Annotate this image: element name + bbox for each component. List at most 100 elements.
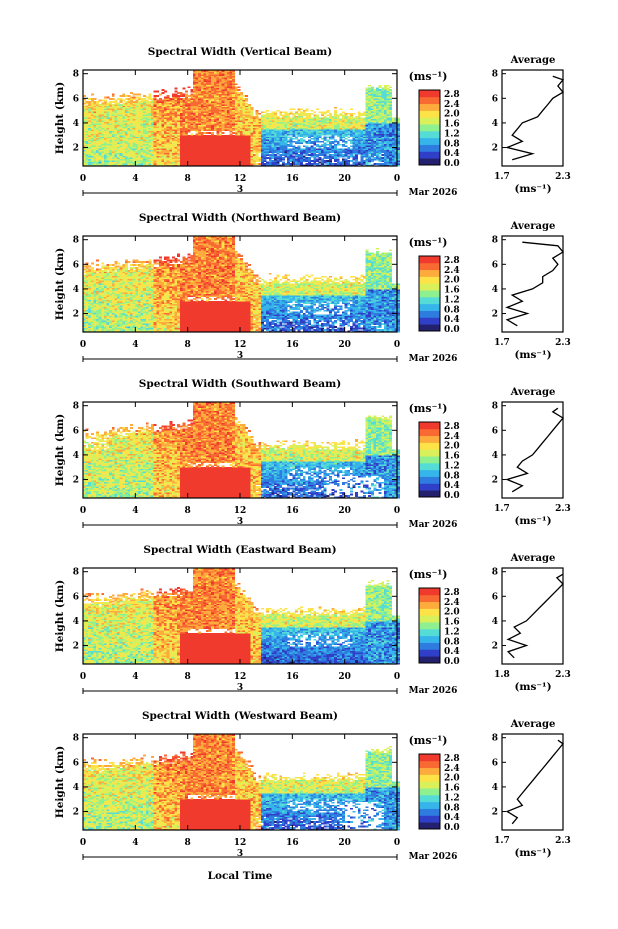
heatmap-cell bbox=[232, 146, 236, 149]
heatmap-cell bbox=[229, 134, 233, 137]
heatmap-cell bbox=[174, 106, 178, 109]
heatmap-cell bbox=[174, 118, 178, 121]
heatmap-cell bbox=[177, 133, 181, 136]
heatmap-cell bbox=[119, 139, 123, 142]
heatmap-cell bbox=[260, 143, 264, 146]
heatmap-cell bbox=[313, 114, 317, 117]
heatmap-cell bbox=[83, 133, 86, 136]
heatmap-cell bbox=[232, 102, 236, 105]
heatmap-cell bbox=[135, 161, 139, 164]
heatmap-cell bbox=[148, 143, 152, 146]
heatmap-cell bbox=[237, 120, 241, 122]
heatmap-cell bbox=[216, 77, 220, 80]
heatmap-cell bbox=[106, 145, 110, 148]
heatmap-cell bbox=[83, 154, 86, 156]
heatmap-cell bbox=[109, 152, 113, 155]
heatmap-cell bbox=[145, 112, 149, 115]
heatmap-cell bbox=[158, 102, 162, 105]
heatmap-cell bbox=[240, 157, 243, 159]
heatmap-cell bbox=[224, 71, 228, 74]
heatmap-cell bbox=[234, 140, 238, 143]
heatmap-cell bbox=[221, 112, 225, 115]
heatmap-cell bbox=[190, 124, 194, 127]
heatmap-cell bbox=[190, 93, 194, 96]
heatmap-cell bbox=[253, 129, 256, 131]
heatmap-cell bbox=[224, 106, 228, 109]
heatmap-cell bbox=[195, 98, 199, 100]
heatmap-cell bbox=[153, 149, 157, 152]
heatmap-cell bbox=[224, 77, 228, 80]
heatmap-cell bbox=[83, 151, 86, 154]
heatmap-cell bbox=[122, 139, 126, 142]
heatmap-cell bbox=[174, 102, 178, 105]
heatmap-cell bbox=[234, 149, 238, 152]
heatmap-cell bbox=[96, 136, 99, 139]
heatmap-cell bbox=[145, 139, 149, 142]
heatmap-cell bbox=[208, 120, 212, 122]
heatmap-cell bbox=[232, 152, 236, 155]
heatmap-cell bbox=[349, 148, 353, 151]
heatmap-cell bbox=[258, 121, 262, 124]
heatmap-cell bbox=[234, 132, 238, 134]
heatmap-cell bbox=[137, 157, 141, 159]
heatmap-cell bbox=[232, 139, 236, 142]
heatmap-cell bbox=[151, 126, 154, 128]
heatmap-cell bbox=[135, 120, 139, 122]
heatmap-cell bbox=[192, 112, 196, 115]
heatmap-cell bbox=[229, 106, 233, 109]
heatmap-cell bbox=[171, 136, 175, 139]
heatmap-cell bbox=[103, 114, 107, 117]
heatmap-cell bbox=[310, 140, 314, 143]
heatmap-cell bbox=[205, 149, 209, 152]
heatmap-cell bbox=[90, 109, 94, 112]
heatmap-cell bbox=[213, 87, 217, 90]
heatmap-cell bbox=[148, 111, 152, 114]
heatmap-cell bbox=[208, 80, 212, 83]
heatmap-cell bbox=[260, 154, 264, 156]
heatmap-cell bbox=[166, 129, 170, 131]
heatmap-cell bbox=[127, 102, 131, 105]
heatmap-cell bbox=[216, 83, 220, 86]
heatmap-cell bbox=[174, 154, 178, 156]
heatmap-cell bbox=[177, 126, 181, 128]
heatmap-cell bbox=[205, 71, 209, 74]
heatmap-cell bbox=[226, 96, 230, 99]
heatmap-cell bbox=[187, 137, 191, 140]
heatmap-cell bbox=[182, 115, 186, 118]
heatmap-cell bbox=[132, 157, 136, 159]
heatmap-cell bbox=[124, 142, 128, 145]
heatmap-cell bbox=[119, 126, 123, 128]
heatmap-cell bbox=[221, 102, 225, 105]
heatmap-cell bbox=[158, 143, 162, 146]
heatmap-cell bbox=[171, 139, 175, 142]
heatmap-cell bbox=[143, 132, 147, 134]
heatmap-cell bbox=[347, 115, 351, 118]
heatmap-cell bbox=[177, 101, 181, 103]
heatmap-cell bbox=[253, 160, 256, 162]
heatmap-cell bbox=[266, 157, 270, 159]
heatmap-cell bbox=[190, 155, 194, 158]
heatmap-cell bbox=[247, 103, 251, 106]
heatmap-cell bbox=[208, 102, 212, 105]
heatmap-cell bbox=[192, 99, 196, 102]
heatmap-cell bbox=[96, 143, 99, 146]
heatmap-cell bbox=[216, 70, 220, 72]
heatmap-cell bbox=[114, 103, 118, 106]
heatmap-cell bbox=[137, 145, 141, 148]
heatmap-cell bbox=[166, 160, 170, 162]
heatmap-cell bbox=[127, 160, 131, 162]
heatmap-cell bbox=[195, 158, 199, 161]
heatmap-cell bbox=[143, 136, 147, 139]
heatmap-cell bbox=[255, 117, 259, 120]
heatmap-cell bbox=[106, 109, 110, 112]
heatmap-cell bbox=[192, 102, 196, 105]
heatmap-cell bbox=[247, 140, 251, 143]
heatmap-cell bbox=[205, 126, 209, 128]
heatmap-cell bbox=[203, 142, 207, 145]
heatmap-cell bbox=[245, 95, 249, 97]
heatmap-cell bbox=[135, 130, 139, 133]
heatmap-cell bbox=[200, 148, 204, 151]
heatmap-cell bbox=[192, 86, 196, 89]
heatmap-cell bbox=[195, 105, 199, 108]
heatmap-cell bbox=[156, 136, 160, 139]
